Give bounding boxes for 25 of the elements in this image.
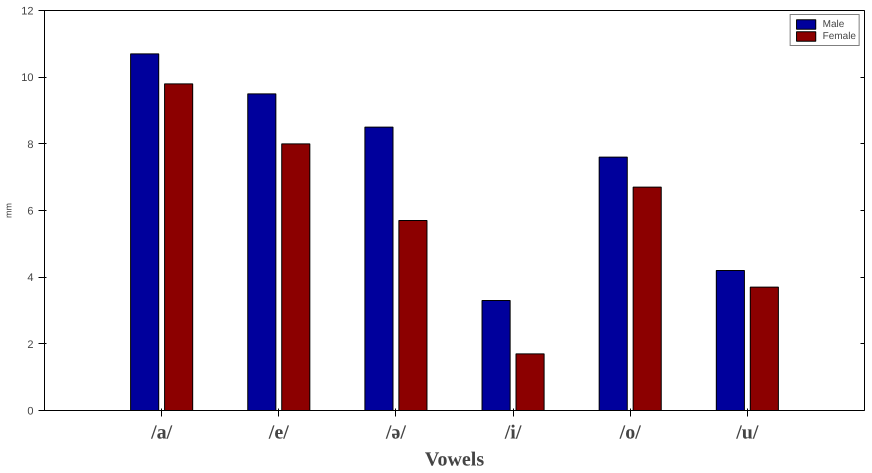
x-tick-label: /i/ bbox=[504, 422, 522, 444]
y-tick-label: 4 bbox=[27, 272, 34, 284]
y-tick-label: 8 bbox=[27, 138, 34, 151]
y-tick-label: 12 bbox=[21, 6, 34, 18]
x-tick-label: /a/ bbox=[150, 422, 173, 444]
x-tick-label: /ə/ bbox=[384, 422, 406, 444]
bar bbox=[716, 270, 745, 410]
bar bbox=[398, 220, 428, 410]
bar bbox=[281, 143, 310, 410]
x-axis-title: Vowels bbox=[424, 448, 484, 470]
y-tick-label: 6 bbox=[27, 206, 34, 218]
legend-label: Male bbox=[822, 18, 844, 30]
bar bbox=[482, 300, 511, 410]
legend-label: Female bbox=[822, 30, 856, 42]
y-axis-title: mm bbox=[3, 202, 14, 218]
bar bbox=[750, 286, 779, 410]
bar bbox=[598, 156, 628, 410]
x-tick-label: /o/ bbox=[618, 422, 642, 444]
y-tick-label: 10 bbox=[21, 72, 34, 84]
x-tick-label: /u/ bbox=[735, 422, 759, 444]
bar bbox=[130, 53, 160, 410]
bar bbox=[164, 83, 194, 410]
x-tick-label: /e/ bbox=[268, 422, 290, 444]
y-tick-label: 2 bbox=[27, 338, 34, 351]
y-tick-label: 0 bbox=[27, 406, 34, 418]
